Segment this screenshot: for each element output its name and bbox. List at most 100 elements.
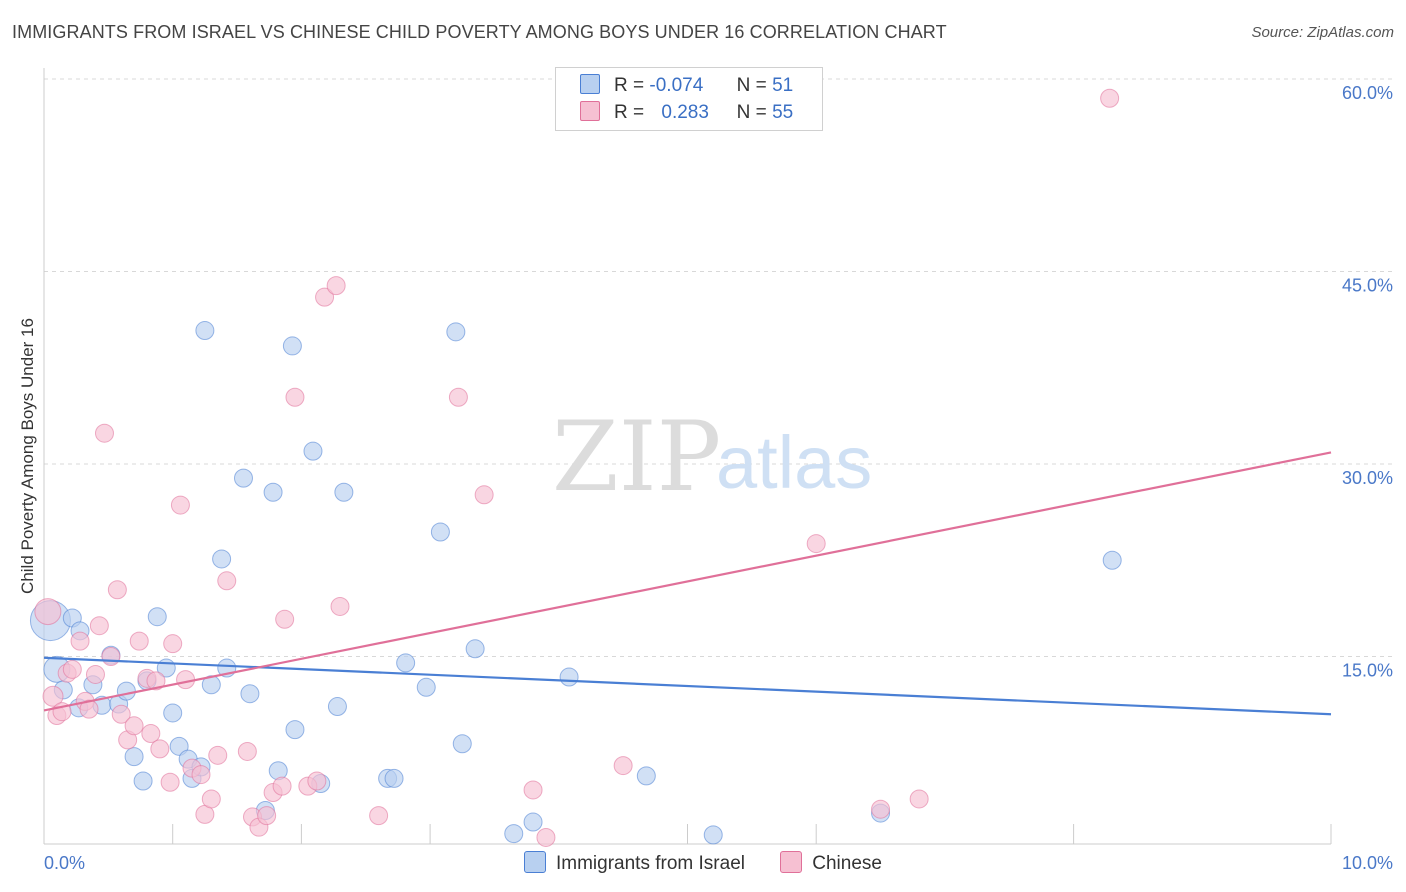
- chart-source: Source: ZipAtlas.com: [1251, 24, 1394, 41]
- data-point-chinese-6: [70, 631, 90, 651]
- axes: [43, 68, 1332, 845]
- watermark-zip: ZIP: [552, 401, 721, 513]
- data-point-chinese-52: [871, 799, 891, 819]
- legend-row-chinese: R = 0.283 N = 55: [580, 101, 793, 127]
- data-point-chinese-14: [111, 704, 131, 724]
- data-point-israel-40: [430, 522, 450, 542]
- data-point-chinese-41: [307, 771, 327, 791]
- data-point-chinese-47: [474, 485, 494, 505]
- data-point-chinese-53: [909, 789, 929, 809]
- data-point-israel-10: [116, 681, 136, 701]
- y-tick-label-15: 15.0%: [1342, 661, 1393, 681]
- data-point-chinese-32: [237, 741, 257, 761]
- data-point-chinese-35: [257, 806, 277, 826]
- data-point-israel-30: [282, 336, 302, 356]
- data-point-chinese-23: [163, 634, 183, 654]
- data-point-israel-23: [212, 549, 232, 569]
- data-point-israel-50: [1102, 550, 1122, 570]
- data-point-israel-43: [465, 639, 485, 659]
- data-point-chinese-30: [208, 745, 228, 765]
- data-point-chinese-39: [285, 387, 305, 407]
- data-point-chinese-50: [613, 756, 633, 776]
- data-point-israel-41: [446, 322, 466, 342]
- chart-title: IMMIGRANTS FROM ISRAEL VS CHINESE CHILD …: [12, 22, 947, 42]
- legend-n-label-israel: N =: [736, 75, 767, 96]
- data-point-chinese-22: [160, 772, 180, 792]
- data-point-israel-14: [147, 607, 167, 627]
- y-axis-title: Child Poverty Among Boys Under 16: [18, 318, 37, 594]
- legend-label-chinese: Chinese: [812, 853, 882, 874]
- watermark: ZIP atlas: [552, 401, 872, 513]
- trend-line-israel: [43, 656, 1332, 716]
- data-point-israel-12: [133, 771, 153, 791]
- gridlines: [44, 78, 1393, 657]
- data-point-israel-26: [240, 684, 260, 704]
- data-point-chinese-19: [141, 724, 161, 743]
- data-point-chinese-9: [85, 664, 105, 684]
- x-tick-label-min: 0.0%: [44, 853, 85, 873]
- data-point-israel-34: [327, 697, 347, 717]
- data-point-israel-21: [195, 321, 215, 341]
- data-point-chinese-25: [176, 670, 196, 690]
- watermark-atlas: atlas: [716, 421, 872, 504]
- data-point-chinese-42: [315, 287, 335, 307]
- data-point-israel-42: [452, 734, 472, 754]
- y-tick-labels: 15.0% 30.0% 45.0% 60.0%: [1342, 83, 1393, 681]
- data-point-chinese-16: [124, 716, 144, 736]
- legend-r-value-chinese: 0.283: [661, 102, 709, 123]
- data-point-chinese-10: [89, 616, 109, 636]
- data-point-israel-37: [384, 768, 404, 788]
- data-point-israel-22: [201, 675, 221, 695]
- legend-item-chinese[interactable]: Chinese: [780, 851, 882, 875]
- data-point-chinese-27: [191, 765, 211, 785]
- series-legend: Immigrants from Israel Chinese: [0, 851, 1406, 875]
- data-point-israel-11: [124, 747, 144, 767]
- data-point-chinese-0: [34, 598, 62, 626]
- data-point-israel-48: [703, 825, 723, 845]
- data-point-chinese-13: [107, 580, 127, 600]
- data-point-chinese-54: [1100, 88, 1120, 108]
- legend-n-label-chinese: N =: [736, 102, 767, 123]
- legend-swatch-chinese-bottom: [780, 851, 803, 873]
- legend-item-israel[interactable]: Immigrants from Israel: [524, 851, 745, 875]
- data-point-chinese-37: [272, 776, 292, 796]
- correlation-legend: R = -0.074 N = 51 R = 0.283 N = 55: [555, 67, 823, 131]
- data-point-chinese-24: [170, 495, 190, 515]
- legend-n-value-chinese: 55: [772, 102, 794, 123]
- data-point-israel-47: [636, 766, 656, 786]
- legend-r-value-israel: -0.074: [649, 75, 704, 96]
- legend-swatch-chinese: [580, 101, 600, 121]
- data-point-israel-35: [334, 482, 354, 502]
- data-point-chinese-48: [523, 780, 543, 800]
- data-point-chinese-11: [94, 423, 114, 443]
- data-point-israel-46: [559, 667, 579, 687]
- data-point-chinese-46: [448, 387, 468, 407]
- legend-row-israel: R = -0.074 N = 51: [580, 74, 793, 100]
- data-point-chinese-5: [62, 659, 82, 679]
- data-point-israel-45: [523, 812, 543, 832]
- x-tick-label-max: 10.0%: [1342, 853, 1393, 873]
- trend-line-chinese: [43, 451, 1332, 712]
- legend-n-value-israel: 51: [772, 75, 794, 96]
- data-point-israel-32: [303, 441, 323, 461]
- data-point-chinese-49: [536, 827, 556, 847]
- legend-swatch-israel-bottom: [524, 851, 546, 873]
- data-point-israel-38: [396, 653, 416, 673]
- legend-r-label-chinese: R =: [614, 102, 645, 123]
- data-point-chinese-45: [369, 806, 389, 826]
- data-point-israel-25: [233, 468, 253, 488]
- data-point-chinese-43: [326, 276, 346, 296]
- data-point-chinese-12: [101, 647, 121, 666]
- points-chinese: [34, 88, 1120, 847]
- data-point-chinese-17: [129, 631, 149, 651]
- data-point-israel-39: [416, 677, 436, 697]
- data-point-chinese-20: [146, 671, 166, 691]
- data-point-israel-16: [163, 703, 183, 723]
- data-point-chinese-8: [79, 699, 99, 719]
- data-point-israel-28: [263, 482, 283, 502]
- data-point-chinese-31: [217, 571, 237, 591]
- legend-r-label-israel: R =: [614, 75, 645, 96]
- data-point-chinese-38: [275, 609, 295, 629]
- data-point-chinese-29: [201, 789, 221, 809]
